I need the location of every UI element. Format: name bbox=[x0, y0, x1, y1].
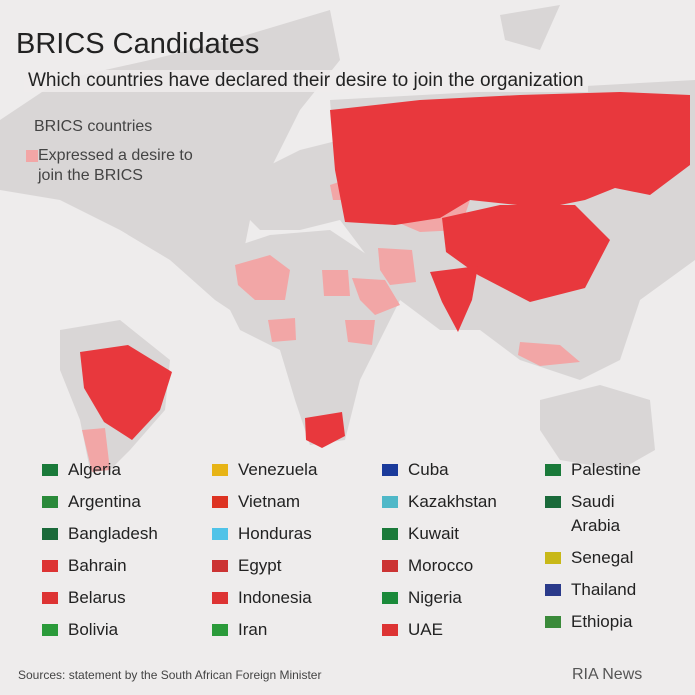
legend-swatch-candidates bbox=[26, 150, 38, 162]
legend-brics: BRICS countries bbox=[34, 118, 153, 135]
country-name: Iran bbox=[238, 620, 268, 639]
country-name: Thailand bbox=[571, 580, 637, 599]
country-name: Kuwait bbox=[408, 524, 460, 543]
country-name: Palestine bbox=[571, 460, 641, 479]
country-name: Egypt bbox=[238, 556, 282, 575]
country-name: Nigeria bbox=[408, 588, 462, 607]
flag-icon bbox=[42, 592, 58, 604]
flag-icon bbox=[212, 496, 228, 508]
country-name: Saudi Arabia bbox=[571, 492, 621, 535]
country-name: Belarus bbox=[68, 588, 126, 607]
source: Sources: statement by the South African … bbox=[18, 668, 322, 682]
flag-icon bbox=[382, 592, 398, 604]
country-name: Indonesia bbox=[238, 588, 312, 607]
country-name: Bangladesh bbox=[68, 524, 158, 543]
flag-icon bbox=[212, 592, 228, 604]
credit: RIA News bbox=[572, 666, 643, 683]
country-name: Bolivia bbox=[68, 620, 119, 639]
country-name: Argentina bbox=[68, 492, 141, 511]
flag-icon bbox=[545, 616, 561, 628]
flag-icon bbox=[42, 464, 58, 476]
flag-icon bbox=[545, 496, 561, 508]
flag-icon bbox=[382, 528, 398, 540]
country-name: Kazakhstan bbox=[408, 492, 497, 511]
country-name: UAE bbox=[408, 620, 443, 639]
flag-icon bbox=[382, 464, 398, 476]
flag-icon bbox=[212, 464, 228, 476]
country-name: Morocco bbox=[408, 556, 474, 575]
subtitle: Which countries have declared their desi… bbox=[24, 70, 588, 92]
brics-countries bbox=[80, 92, 690, 448]
country-name: Senegal bbox=[571, 548, 634, 567]
flag-icon bbox=[42, 528, 58, 540]
flag-icon bbox=[545, 584, 561, 596]
flag-icon bbox=[382, 624, 398, 636]
country-name: Ethiopia bbox=[571, 612, 633, 631]
country-name: Vietnam bbox=[238, 492, 301, 511]
title: BRICS Candidates bbox=[16, 28, 260, 60]
country-name: Honduras bbox=[238, 524, 312, 543]
country-name: Algeria bbox=[68, 460, 121, 479]
flag-icon bbox=[212, 528, 228, 540]
flag-icon bbox=[212, 624, 228, 636]
country-name: Cuba bbox=[408, 460, 449, 479]
country-name: Venezuela bbox=[238, 460, 318, 479]
flag-icon bbox=[545, 464, 561, 476]
flag-icon bbox=[382, 496, 398, 508]
country-name: Bahrain bbox=[68, 556, 127, 575]
legend-candidates: Expressed a desire to join the BRICS bbox=[38, 147, 193, 184]
flag-icon bbox=[382, 560, 398, 572]
flag-icon bbox=[212, 560, 228, 572]
flag-icon bbox=[545, 552, 561, 564]
flag-icon bbox=[42, 496, 58, 508]
flag-icon bbox=[42, 624, 58, 636]
flag-icon bbox=[42, 560, 58, 572]
